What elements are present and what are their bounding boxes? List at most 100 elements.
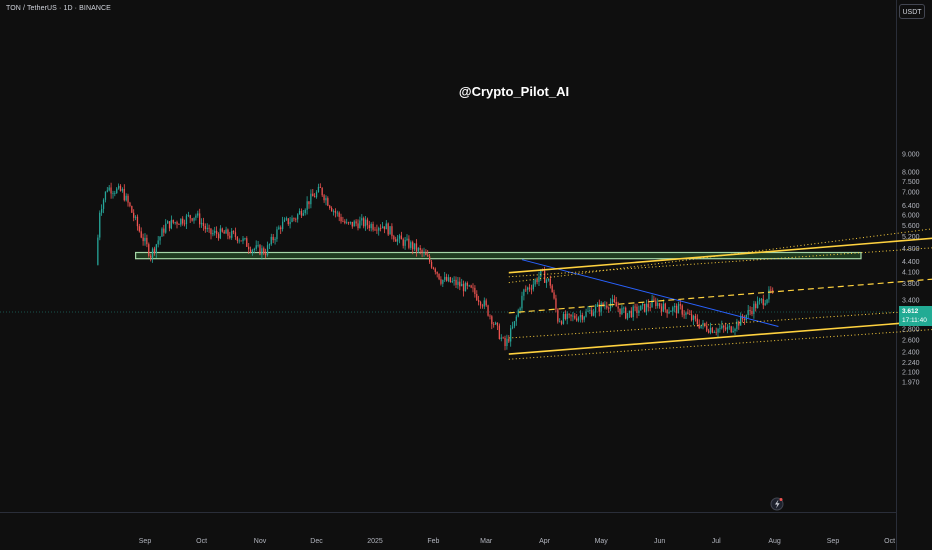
candle-body-288 [640,305,642,311]
candle-body-103 [291,218,293,222]
candle-body-114 [312,193,314,197]
candle-body-182 [440,279,442,284]
candle-body-246 [560,321,563,324]
time-tick-3: Dec [310,538,323,545]
candle-body-287 [638,310,640,313]
candle-body-30 [153,248,156,253]
candle-body-111 [306,201,308,210]
candle-body-332 [723,325,725,328]
candle-body-298 [659,303,661,307]
candle-body-3 [102,199,105,209]
candle-body-303 [668,311,670,314]
candle-body-356 [768,289,770,300]
candle-body-273 [611,299,614,303]
candle-body-328 [715,332,717,333]
price-tick-18: 2.240 [902,360,920,367]
candle-body-47 [185,215,188,224]
candle-body-343 [743,319,746,321]
candle-body-156 [391,226,393,237]
candle-body-294 [651,299,653,308]
candle-body-357 [770,289,772,291]
candle-body-162 [402,239,404,246]
candle-body-306 [674,305,676,308]
candle-body-224 [519,308,521,311]
candle-body-125 [332,211,335,212]
candle-body-157 [393,236,395,240]
currency-badge[interactable]: USDT [899,4,925,19]
candle-body-232 [534,279,536,285]
candle-body-80 [248,246,250,250]
candle-body-78 [244,238,246,239]
candle-body-18 [131,206,133,213]
candle-body-195 [464,282,467,292]
candle-body-49 [189,215,191,219]
candle-body-63 [216,230,218,235]
candle-body-120 [323,195,325,201]
descending-trendline [521,259,779,327]
candle-body-151 [381,226,384,229]
candle-body-260 [587,310,589,312]
zone-layer [135,251,862,260]
candle-body-127 [336,212,338,214]
candle-body-337 [732,331,734,333]
candle-body-39 [170,219,172,229]
lightning-bolt-icon[interactable] [770,497,784,511]
candle-body-48 [187,215,189,216]
candle-body-71 [231,231,233,238]
candle-body-326 [711,327,713,333]
candle-body-278 [621,308,623,315]
candle-body-230 [530,288,533,290]
candle-body-20 [134,216,137,218]
candle-body-64 [217,234,220,239]
candle-body-346 [749,310,751,312]
candle-body-108 [300,211,303,216]
candle-body-252 [572,315,574,317]
candle-body-345 [747,310,749,315]
candle-body-107 [298,211,301,215]
candle-body-251 [570,314,572,317]
candle-body-266 [598,304,600,312]
candle-body-61 [212,233,214,235]
time-tick-6: Mar [480,538,493,545]
candle-body-116 [315,192,318,198]
candle-body-167 [412,242,414,250]
candle-body-300 [662,303,664,312]
candles-layer [97,182,774,351]
candle-body-204 [481,305,484,307]
candle-body-51 [193,217,195,221]
price-tick-4: 6.400 [902,203,920,210]
candle-body-163 [404,240,406,246]
candle-body-317 [694,315,697,319]
price-tick-3: 7.000 [902,189,920,196]
candle-body-168 [413,243,416,250]
candle-body-99 [283,219,286,222]
candle-body-129 [340,216,342,222]
candle-body-31 [155,244,157,253]
candle-body-228 [527,287,529,290]
price-tick-1: 8.000 [902,169,920,176]
candle-body-55 [200,222,203,225]
candle-body-235 [540,269,542,277]
candle-body-314 [689,313,691,315]
candle-body-313 [687,312,689,314]
price-tick-10: 4.100 [902,270,920,277]
symbol-title[interactable]: TON / TetherUS · 1D · BINANCE [6,5,111,12]
candle-body-192 [459,281,461,287]
candle-body-212 [496,322,499,326]
candle-body-26 [146,237,148,245]
candle-body-139 [359,220,361,229]
time-tick-9: Jun [654,538,665,545]
candle-body-164 [406,238,408,240]
candle-body-354 [764,303,766,306]
candle-body-189 [453,279,455,281]
candle-body-34 [161,228,163,237]
candle-body-344 [745,315,747,321]
candle-body-335 [728,326,730,328]
candle-body-292 [647,303,649,308]
candle-body-25 [144,237,146,242]
candle-body-248 [564,314,566,319]
candle-body-348 [753,303,755,314]
candle-body-270 [606,305,608,308]
candle-body-141 [363,218,365,227]
